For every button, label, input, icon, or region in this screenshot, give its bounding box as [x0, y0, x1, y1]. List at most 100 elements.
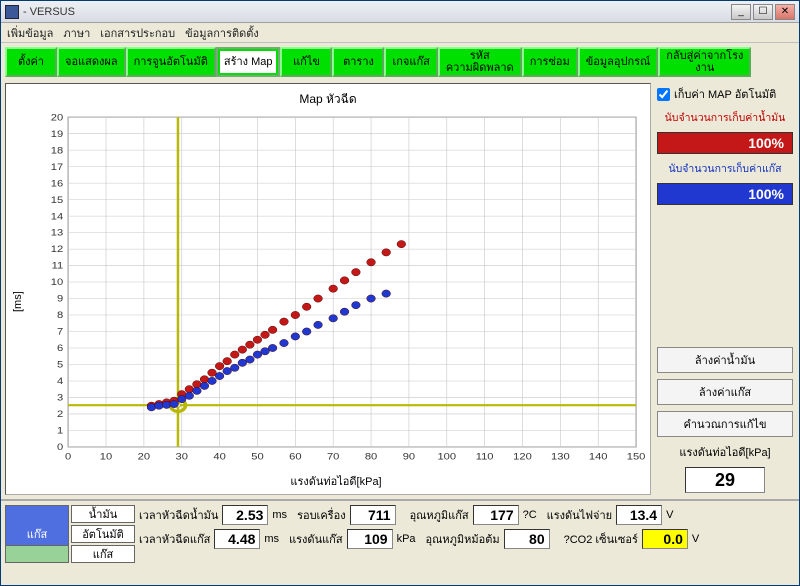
volt-unit: V [666, 509, 673, 521]
oil-count-label: นับจำนวนการเก็บค่าน้ำมัน [657, 109, 793, 126]
tab-strip: ตั้งค่าจอแสดงผลการจูนอัตโนมัติสร้าง Mapแ… [1, 43, 799, 79]
svg-text:150: 150 [627, 452, 646, 462]
gas-temp-value: 177 [473, 505, 519, 525]
svg-text:140: 140 [589, 452, 608, 462]
app-icon [5, 5, 19, 19]
inj-oil-label: เวลาหัวฉีดน้ำมัน [139, 506, 218, 524]
chart-xlabel: แรงดันท่อไอดี[kPa] [26, 470, 646, 490]
tab-10[interactable]: กลับสู่ค่าจากโรง งาน [658, 47, 751, 77]
menu-item[interactable]: เพิ่มข้อมูล [7, 24, 53, 42]
auto-save-input[interactable] [657, 88, 670, 101]
tab-2[interactable]: การจูนอัตโนมัติ [126, 47, 216, 77]
svg-text:7: 7 [57, 327, 63, 337]
gas-temp-unit: ?C [523, 509, 537, 521]
tab-3[interactable]: สร้าง Map [216, 47, 281, 77]
status-bar: แก๊ส น้ำมัน อัตโนมัติ แก๊ส เวลาหัวฉีดน้ำ… [1, 499, 799, 577]
kpa-label: แรงดันท่อไอดี[kPa] [657, 443, 793, 461]
main-body: Map หัวฉีด [ms] 010203040506070809010011… [1, 79, 799, 499]
calc-fix-button[interactable]: คำนวณการแก้ไข [657, 411, 793, 437]
menu-item[interactable]: ข้อมูลการติดตั้ง [185, 24, 259, 42]
svg-text:60: 60 [289, 452, 302, 462]
svg-text:5: 5 [57, 360, 63, 370]
window-title: - VERSUS [23, 6, 729, 18]
minimize-button[interactable]: _ [731, 4, 751, 20]
svg-text:16: 16 [51, 179, 64, 189]
svg-text:100: 100 [437, 452, 456, 462]
tab-0[interactable]: ตั้งค่า [5, 47, 57, 77]
volt-label: แรงดันไฟจ่าย [547, 506, 612, 524]
svg-text:40: 40 [213, 452, 226, 462]
gas2-mode-button[interactable]: แก๊ส [71, 545, 135, 563]
svg-text:130: 130 [551, 452, 570, 462]
auto-save-label: เก็บค่า MAP อัตโนมัติ [674, 85, 776, 103]
chart-plot[interactable]: 0102030405060708090100110120130140150012… [26, 113, 646, 470]
gas-count-label: นับจำนวนการเก็บค่าแก๊ส [657, 160, 793, 177]
rpm-label: รอบเครื่อง [297, 506, 346, 524]
inj-gas-value: 4.48 [214, 529, 260, 549]
tab-5[interactable]: ตาราง [332, 47, 384, 77]
footer-spacer [1, 577, 799, 585]
rpm-value: 711 [350, 505, 396, 525]
side-panel: เก็บค่า MAP อัตโนมัติ นับจำนวนการเก็บค่า… [655, 83, 795, 495]
svg-text:0: 0 [57, 443, 63, 453]
svg-text:30: 30 [176, 452, 189, 462]
svg-text:19: 19 [51, 130, 64, 140]
svg-text:4: 4 [57, 377, 63, 387]
oil-progress-bar: 100% [657, 132, 793, 154]
svg-text:13: 13 [51, 228, 64, 238]
svg-text:70: 70 [327, 452, 340, 462]
close-button[interactable]: ✕ [775, 4, 795, 20]
svg-text:1: 1 [57, 426, 63, 436]
co2-label: ?CO2 เซ็นเซอร์ [564, 530, 638, 548]
chart-panel: Map หัวฉีด [ms] 010203040506070809010011… [5, 83, 651, 495]
tab-8[interactable]: การซ่อม [522, 47, 578, 77]
titlebar: - VERSUS _ ☐ ✕ [1, 1, 799, 23]
auto-mode-indicator [5, 545, 69, 563]
svg-text:18: 18 [51, 146, 64, 156]
gas-p-unit: kPa [397, 533, 416, 545]
svg-text:12: 12 [51, 245, 64, 255]
oil-mode-button[interactable]: น้ำมัน [71, 505, 135, 523]
inj-gas-unit: ms [264, 533, 279, 545]
gas-progress-bar: 100% [657, 183, 793, 205]
svg-text:15: 15 [51, 195, 64, 205]
svg-text:20: 20 [138, 452, 151, 462]
svg-text:90: 90 [403, 452, 416, 462]
auto-save-checkbox[interactable]: เก็บค่า MAP อัตโนมัติ [657, 85, 793, 103]
chart-title: Map หัวฉีด [10, 90, 646, 109]
menu-item[interactable]: เอกสารประกอบ [100, 24, 175, 42]
svg-text:8: 8 [57, 311, 63, 321]
clear-gas-button[interactable]: ล้างค่าแก๊ส [657, 379, 793, 405]
chart-ylabel: [ms] [10, 113, 26, 490]
svg-text:110: 110 [476, 452, 494, 462]
auto-mode-button[interactable]: อัตโนมัติ [71, 525, 135, 543]
svg-text:10: 10 [51, 278, 64, 288]
tab-4[interactable]: แก้ไข [280, 47, 332, 77]
svg-text:14: 14 [51, 212, 64, 222]
svg-text:0: 0 [65, 452, 71, 462]
svg-text:6: 6 [57, 344, 63, 354]
menu-item[interactable]: ภาษา [63, 24, 90, 42]
kpa-value: 29 [685, 467, 765, 493]
gas-p-value: 109 [347, 529, 393, 549]
svg-text:3: 3 [57, 393, 63, 403]
tab-7[interactable]: รหัส ความผิดพลาด [438, 47, 522, 77]
clear-oil-button[interactable]: ล้างค่าน้ำมัน [657, 347, 793, 373]
status-left-buttons: แก๊ส น้ำมัน อัตโนมัติ แก๊ส [5, 505, 135, 563]
maximize-button[interactable]: ☐ [753, 4, 773, 20]
svg-text:20: 20 [51, 113, 64, 123]
volt-value: 13.4 [616, 505, 662, 525]
reducer-label: อุณหภูมิหม้อต้ม [426, 530, 500, 548]
svg-text:10: 10 [100, 452, 113, 462]
co2-value: 0.0 [642, 529, 688, 549]
tab-1[interactable]: จอแสดงผล [57, 47, 126, 77]
svg-text:17: 17 [51, 162, 64, 172]
svg-text:80: 80 [365, 452, 378, 462]
tab-6[interactable]: เกจแก๊ส [384, 47, 437, 77]
co2-unit: V [692, 533, 699, 545]
inj-oil-value: 2.53 [222, 505, 268, 525]
inj-gas-label: เวลาหัวฉีดแก๊ส [139, 530, 210, 548]
tab-9[interactable]: ข้อมูลอุปกรณ์ [578, 47, 658, 77]
app-window: { "window": { "title": " - VERSUS" }, "m… [0, 0, 800, 586]
inj-oil-unit: ms [272, 509, 287, 521]
